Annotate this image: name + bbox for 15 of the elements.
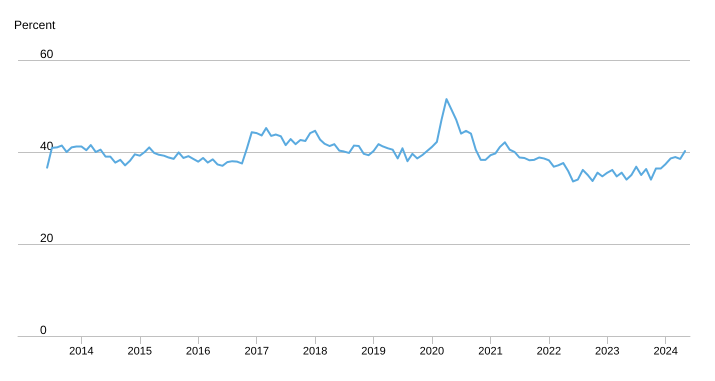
x-tick-label: 2016	[186, 346, 210, 358]
y-tick-label: 60	[40, 47, 54, 61]
x-tick-label: 2021	[478, 346, 503, 358]
x-tick-label: 2014	[69, 346, 94, 358]
x-tick-label: 2024	[653, 346, 678, 358]
x-tick-label: 2017	[244, 346, 269, 358]
x-tick-label: 2020	[420, 346, 444, 358]
y-axis-title: Percent	[14, 18, 56, 32]
y-tick-label: 0	[40, 323, 47, 337]
x-tick-label: 2015	[128, 346, 152, 358]
x-tick-label: 2019	[361, 346, 386, 358]
y-tick-label: 20	[40, 231, 54, 245]
x-tick-label: 2022	[536, 346, 562, 358]
x-tick-label: 2023	[595, 346, 620, 358]
x-tick-label: 2018	[302, 346, 328, 358]
